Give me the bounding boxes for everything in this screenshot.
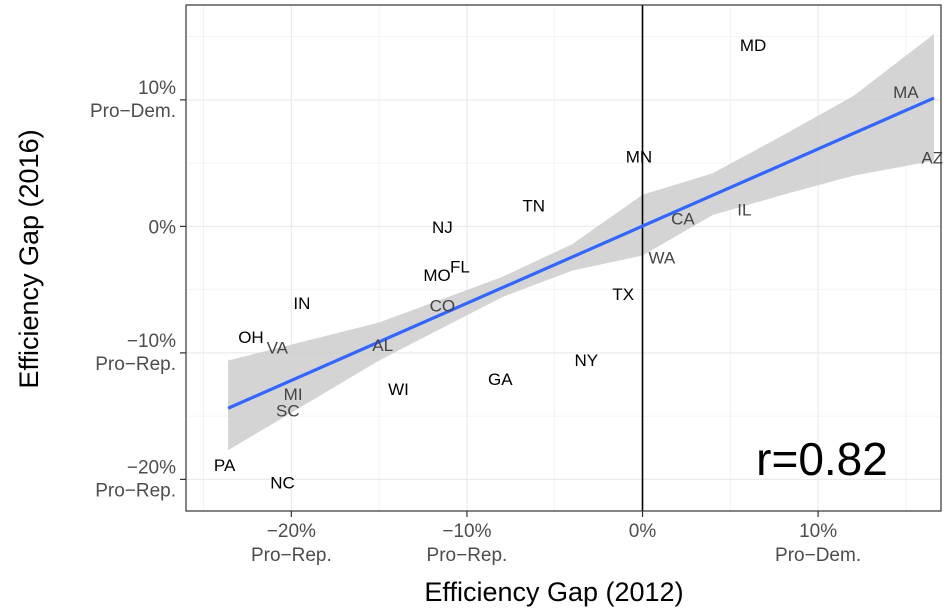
point-label-co: CO: [430, 297, 456, 316]
confidence-band: [228, 34, 935, 451]
point-label-oh: OH: [238, 328, 264, 347]
point-label-md: MD: [740, 36, 766, 55]
point-label-ma: MA: [893, 83, 919, 102]
fit-line-layer: [227, 96, 935, 410]
point-label-mo: MO: [423, 266, 450, 285]
y-tick-label: 10%: [138, 78, 176, 99]
point-label-fl: FL: [450, 257, 470, 276]
confidence-band-layer: [228, 34, 935, 451]
point-label-wa: WA: [648, 249, 675, 268]
point-label-mi: MI: [284, 385, 303, 404]
x-axis-ticks: −20% Pro−Rep. −10% Pro−Rep. 0% 10% Pro−Dem.: [251, 511, 861, 566]
y-tick-sublabel: Pro−Rep.: [95, 354, 176, 375]
point-label-az: AZ: [921, 149, 943, 168]
y-tick-label: −10%: [127, 331, 176, 352]
point-label-tx: TX: [612, 285, 634, 304]
point-label-al: AL: [372, 336, 393, 355]
point-label-tn: TN: [522, 197, 545, 216]
point-label-pa: PA: [214, 456, 236, 475]
point-label-il: IL: [737, 200, 751, 219]
point-label-wi: WI: [388, 380, 409, 399]
y-tick-label: −20%: [127, 457, 176, 478]
x-tick-label: −20%: [267, 521, 316, 542]
point-label-ny: NY: [575, 351, 599, 370]
x-tick-sublabel: Pro−Rep.: [251, 545, 332, 566]
y-tick-label: 0%: [149, 217, 177, 238]
x-tick-label: 10%: [799, 521, 837, 542]
correlation-annotation: r=0.82: [756, 433, 888, 485]
plot-panel-border: [185, 4, 942, 512]
y-axis-ticks: 10%Pro−Dem.0%−10%Pro−Rep.−20%Pro−Rep.: [90, 78, 186, 501]
x-tick-sublabel: Pro−Rep.: [427, 545, 508, 566]
point-label-ga: GA: [488, 370, 513, 389]
y-axis-title: Efficiency Gap (2016): [14, 129, 44, 388]
point-label-va: VA: [267, 338, 289, 357]
x-tick-label: −10%: [442, 521, 491, 542]
x-axis-title: Efficiency Gap (2012): [424, 577, 683, 607]
regression-line: [227, 96, 935, 410]
point-label-mn: MN: [626, 147, 652, 166]
point-label-sc: SC: [276, 402, 300, 421]
y-tick-sublabel: Pro−Rep.: [95, 480, 176, 501]
y-tick-sublabel: Pro−Dem.: [90, 101, 176, 122]
point-label-ca: CA: [671, 209, 695, 228]
x-tick-label: 0%: [629, 521, 657, 542]
point-label-in: IN: [293, 294, 310, 313]
x-tick-sublabel: Pro−Dem.: [775, 545, 861, 566]
point-label-nj: NJ: [432, 218, 453, 237]
point-label-nc: NC: [270, 474, 295, 493]
